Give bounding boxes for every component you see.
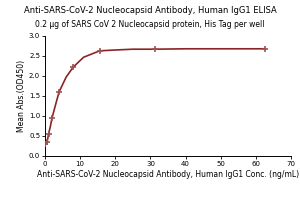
Text: 0.2 μg of SARS CoV 2 Nucleocapsid protein, His Tag per well: 0.2 μg of SARS CoV 2 Nucleocapsid protei… xyxy=(35,20,265,29)
Text: Anti-SARS-CoV-2 Nucleocapsid Antibody, Human IgG1 ELISA: Anti-SARS-CoV-2 Nucleocapsid Antibody, H… xyxy=(24,6,276,15)
Y-axis label: Mean Abs.(OD450): Mean Abs.(OD450) xyxy=(17,60,26,132)
X-axis label: Anti-SARS-CoV-2 Nucleocapsid Antibody, Human IgG1 Conc. (ng/mL): Anti-SARS-CoV-2 Nucleocapsid Antibody, H… xyxy=(37,170,299,179)
